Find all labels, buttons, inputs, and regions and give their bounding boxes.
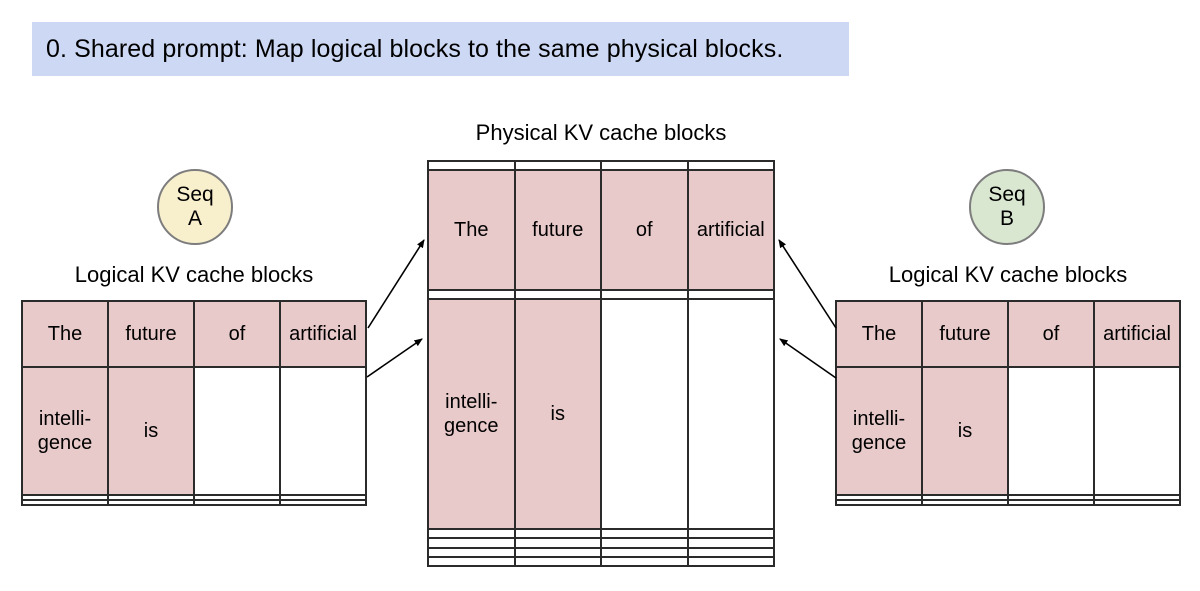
kv-cell: future: [513, 169, 602, 291]
kv-cell: [427, 528, 516, 540]
physical-heading: Physical KV cache blocks: [475, 120, 727, 145]
kv-cell: of: [1007, 299, 1095, 369]
table-row: intelli- gence is: [427, 298, 775, 531]
title-text: 0. Shared prompt: Map logical blocks to …: [46, 34, 784, 63]
kv-cell: [600, 546, 689, 558]
kv-cell: [686, 298, 775, 531]
logical-kv-table-a: The future of artificial intelli- gence …: [21, 299, 367, 507]
logical-kv-table-b: The future of artificial intelli- gence …: [835, 299, 1181, 507]
kv-cell: [427, 159, 516, 172]
table-row: [835, 498, 1181, 507]
kv-cell: [686, 528, 775, 540]
arrow-seq-a-block0: [367, 239, 425, 329]
kv-cell: future: [921, 299, 1009, 369]
table-row: [835, 493, 1181, 501]
kv-cell: [21, 493, 109, 501]
kv-cell: [1007, 498, 1095, 507]
table-row: [427, 288, 775, 301]
seq-b-label-line1: Seq: [988, 183, 1026, 206]
table-row: [427, 546, 775, 558]
seq-a-label-line2: A: [187, 207, 202, 230]
kv-cell: intelli- gence: [21, 366, 109, 496]
table-row: The future of artificial: [835, 299, 1181, 369]
arrow-seq-b-block0: [778, 239, 837, 329]
kv-cell: future: [107, 299, 195, 369]
kv-cell: [107, 493, 195, 501]
kv-cell: [21, 498, 109, 507]
kv-cell: [193, 498, 281, 507]
kv-cell: [921, 498, 1009, 507]
kv-cell: intelli- gence: [835, 366, 923, 496]
kv-cell: [1007, 493, 1095, 501]
kv-cell: [427, 546, 516, 558]
kv-cell: artificial: [1093, 299, 1181, 369]
kv-cell: [686, 546, 775, 558]
kv-cell: is: [513, 298, 602, 531]
table-row: [427, 528, 775, 540]
kv-cell: [835, 493, 923, 501]
table-row: [427, 159, 775, 172]
kv-cell: [279, 366, 367, 496]
seq-a-badge: Seq A: [157, 169, 233, 245]
kv-cell: [513, 555, 602, 568]
kv-cell: [513, 546, 602, 558]
kv-cell: [279, 493, 367, 501]
kv-cell: The: [835, 299, 923, 369]
kv-cell: artificial: [686, 169, 775, 291]
kv-cell: [1093, 498, 1181, 507]
kv-cell: The: [21, 299, 109, 369]
table-row: [21, 493, 367, 501]
kv-cell: is: [921, 366, 1009, 496]
table-row: The future of artificial: [427, 169, 775, 291]
kv-cell: [279, 498, 367, 507]
kv-cell: [600, 298, 689, 531]
logical-b-heading: Logical KV cache blocks: [888, 262, 1128, 287]
kv-cell: [193, 366, 281, 496]
kv-cell: of: [193, 299, 281, 369]
kv-cell: of: [600, 169, 689, 291]
kv-cell: [600, 528, 689, 540]
kv-cell: [600, 159, 689, 172]
kv-cell: [427, 288, 516, 301]
kv-cell: [686, 537, 775, 549]
table-row: The future of artificial: [21, 299, 367, 369]
table-row: [427, 555, 775, 568]
kv-cell: [835, 498, 923, 507]
seq-b-label-line2: B: [999, 207, 1014, 230]
kv-cell: [686, 288, 775, 301]
logical-a-heading: Logical KV cache blocks: [74, 262, 314, 287]
arrow-seq-b-block1: [779, 338, 837, 379]
seq-a-label-line1: Seq: [176, 183, 214, 206]
kv-cell: [427, 555, 516, 568]
kv-cell: [1093, 493, 1181, 501]
arrow-seq-a-block1: [366, 338, 423, 378]
kv-cell: [107, 498, 195, 507]
kv-cell: [1007, 366, 1095, 496]
kv-cell: [600, 288, 689, 301]
kv-cell: [600, 555, 689, 568]
kv-cell: is: [107, 366, 195, 496]
kv-cell: [513, 288, 602, 301]
kv-cell: [921, 493, 1009, 501]
table-row: [427, 537, 775, 549]
kv-cell: [1093, 366, 1181, 496]
title-banner: 0. Shared prompt: Map logical blocks to …: [32, 22, 849, 76]
kv-cell: [600, 537, 689, 549]
seq-b-badge: Seq B: [969, 169, 1045, 245]
table-row: [21, 498, 367, 507]
kv-cell: [513, 159, 602, 172]
kv-cell: [193, 493, 281, 501]
kv-cell: [513, 528, 602, 540]
physical-kv-table: The future of artificial intelli- gence …: [427, 159, 775, 568]
kv-cell: intelli- gence: [427, 298, 516, 531]
kv-cell: [513, 537, 602, 549]
table-row: intelli- gence is: [835, 366, 1181, 496]
kv-cell: [686, 159, 775, 172]
table-row: intelli- gence is: [21, 366, 367, 496]
kv-cell: [686, 555, 775, 568]
kv-cell: [427, 537, 516, 549]
kv-cell: The: [427, 169, 516, 291]
kv-cell: artificial: [279, 299, 367, 369]
